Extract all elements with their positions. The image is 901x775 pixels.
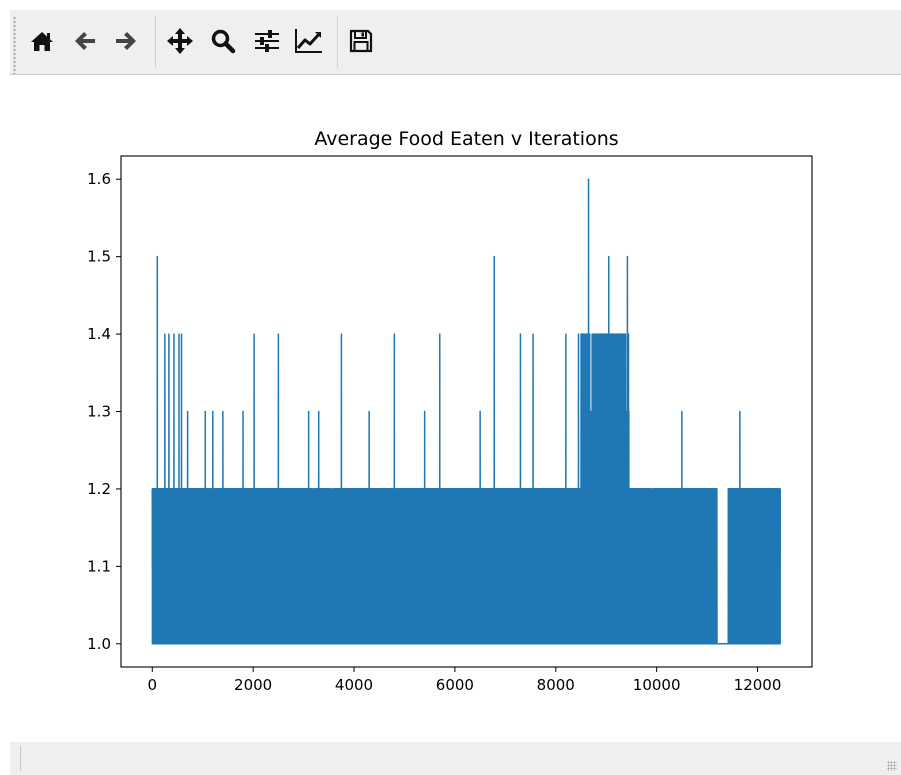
y-tick-label: 1.1 [87,557,111,575]
figure-canvas[interactable]: Average Food Eaten v Iterations 0 2000 4000… [0,75,901,735]
save-floppy-icon [349,29,373,53]
toolbar-grip[interactable] [13,16,16,74]
chart-title: Average Food Eaten v Iterations [314,128,618,150]
pan-move-icon [167,28,193,54]
x-tick-label: 8000 [537,676,575,694]
x-tick-label: 2000 [234,676,272,694]
y-tick-label: 1.3 [87,403,111,421]
y-tick-label: 1.4 [87,325,111,343]
zoom-button[interactable] [208,26,238,56]
forward-button[interactable] [111,26,141,56]
navigation-toolbar [10,10,901,75]
chart-svg[interactable]: Average Food Eaten v Iterations 0 2000 4000… [0,75,901,735]
size-grip[interactable] [887,761,897,771]
y-tick-label: 1.6 [87,170,111,188]
x-tick-label: 6000 [436,676,474,694]
edit-axis-button[interactable] [294,26,324,56]
x-tick-label: 0 [147,676,157,694]
back-arrow-icon [75,32,95,50]
subplots-button[interactable] [252,26,282,56]
status-bar [10,742,901,775]
subplots-sliders-icon [255,30,279,52]
home-button[interactable] [27,26,57,56]
zoom-magnifier-icon [211,29,236,54]
x-tick-label: 10000 [633,676,681,694]
home-icon [31,32,53,51]
status-divider [20,746,21,771]
back-button[interactable] [70,26,100,56]
x-tick-label: 12000 [734,676,782,694]
toolbar-separator [155,16,156,68]
y-tick-label: 1.2 [87,480,111,498]
y-tick-label: 1.0 [87,635,111,653]
toolbar-separator [337,16,338,68]
forward-arrow-icon [116,32,136,50]
edit-axis-chart-icon [295,29,322,53]
series-line [151,178,781,645]
x-tick-label: 4000 [335,676,373,694]
pan-button[interactable] [165,26,195,56]
y-tick-label: 1.5 [87,248,111,266]
save-button[interactable] [346,26,376,56]
